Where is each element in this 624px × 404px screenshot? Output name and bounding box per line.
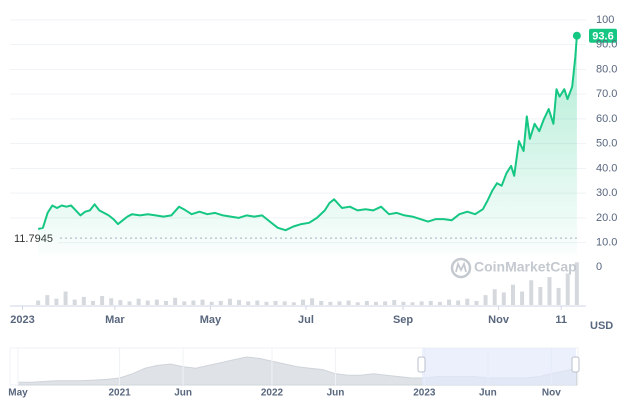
x-tick-label: 2023 <box>10 314 34 326</box>
y-tick-label: 40.0 <box>596 162 617 174</box>
volume-bar <box>456 300 461 305</box>
navigator-tick-label: Jun <box>327 388 345 399</box>
volume-bar <box>474 300 479 305</box>
volume-bar <box>109 298 114 305</box>
volume-bar <box>200 299 205 305</box>
volume-bar <box>483 295 488 305</box>
volume-bar <box>401 301 406 305</box>
volume-bar <box>246 301 251 305</box>
watermark: CoinMarketCap <box>450 257 577 279</box>
x-tick-label: Mar <box>105 314 125 326</box>
last-value-bg <box>589 28 617 43</box>
navigator-tick-label: 2021 <box>108 388 131 399</box>
volume-bar <box>510 284 515 305</box>
volume-bar <box>529 280 534 305</box>
volume-bar <box>72 299 77 305</box>
y-tick-label: 100 <box>596 14 614 26</box>
volume-bar <box>428 300 433 305</box>
y-tick-label: 10.0 <box>596 237 617 249</box>
x-tick-label: Jul <box>298 314 314 326</box>
volume-bar <box>227 298 232 305</box>
volume-bar <box>191 300 196 305</box>
volume-bar <box>319 300 324 305</box>
volume-bar <box>291 302 296 305</box>
navigator-tick-label: 2023 <box>413 388 436 399</box>
y-tick-label: 90.0 <box>596 39 617 51</box>
volume-bar <box>118 300 123 305</box>
volume-bar <box>81 296 86 305</box>
volume-bar <box>127 301 132 305</box>
volume-bar <box>145 300 150 305</box>
navigator-tick-label: 2022 <box>261 388 284 399</box>
volume-bar <box>237 300 242 305</box>
volume-bar <box>547 277 552 305</box>
price-area <box>38 35 577 256</box>
volume-bar <box>437 301 442 305</box>
volume-bar <box>410 302 415 305</box>
y-tick-label: 80.0 <box>596 63 617 75</box>
navigator-handle[interactable] <box>417 356 426 373</box>
volume-bar <box>300 299 305 305</box>
volume-bar <box>574 262 579 305</box>
navigator-tick-label: Nov <box>542 388 561 399</box>
x-tick-label: Sep <box>393 314 413 326</box>
volume-bar <box>465 298 470 305</box>
volume-bar <box>364 300 369 305</box>
volume-bar <box>218 300 223 305</box>
volume-bar <box>273 300 278 305</box>
volume-bar <box>45 295 50 305</box>
x-tick-label: 11 <box>555 314 567 326</box>
volume-bar <box>209 301 214 305</box>
volume-bar <box>501 292 506 305</box>
watermark-text: CoinMarketCap <box>474 259 577 275</box>
volume-bar <box>355 302 360 305</box>
volume-bar <box>346 300 351 305</box>
navigator-selection[interactable] <box>422 348 576 385</box>
volume-bar <box>282 301 287 305</box>
volume-bar <box>447 299 452 305</box>
volume-bar <box>565 273 570 305</box>
y-tick-label: 70.0 <box>596 88 617 100</box>
volume-bar <box>173 297 178 305</box>
volume-bar <box>310 298 315 305</box>
volume-bar <box>383 301 388 305</box>
volume-tick-label: 0 <box>596 261 602 273</box>
y-tick-label: 30.0 <box>596 187 617 199</box>
volume-bar <box>374 301 379 305</box>
volume-bar <box>392 300 397 305</box>
volume-bar <box>54 298 59 305</box>
volume-bar <box>63 291 68 305</box>
volume-bar <box>419 301 424 305</box>
volume-bar <box>182 301 187 305</box>
volume-bar <box>556 287 561 305</box>
y-tick-label: 60.0 <box>596 113 617 125</box>
volume-bar <box>164 300 169 305</box>
volume-bar <box>328 301 333 305</box>
volume-bar <box>264 301 269 305</box>
volume-bar <box>90 300 95 305</box>
x-tick-label: May <box>200 314 222 326</box>
last-point <box>572 31 581 40</box>
volume-bar <box>337 301 342 305</box>
volume-bar <box>36 300 41 305</box>
navigator-tick-label: Jun <box>479 388 497 399</box>
navigator-handle[interactable] <box>571 356 580 373</box>
volume-bar <box>538 287 543 305</box>
y-tick-label: 20.0 <box>596 212 617 224</box>
x-tick-label: Nov <box>488 314 510 326</box>
volume-bar <box>154 299 159 305</box>
volume-bar <box>520 291 525 305</box>
y-tick-label: 50.0 <box>596 138 617 150</box>
last-value-label: 93.6 <box>592 31 613 43</box>
price-line <box>37 35 578 232</box>
volume-bar <box>136 298 141 305</box>
currency-label: USD <box>590 320 613 332</box>
volume-bar <box>255 300 260 305</box>
volume-bar <box>492 289 497 305</box>
navigator-tick-label: Jun <box>174 388 192 399</box>
navigator-tick-label: May <box>8 388 28 399</box>
volume-bar <box>100 296 105 305</box>
